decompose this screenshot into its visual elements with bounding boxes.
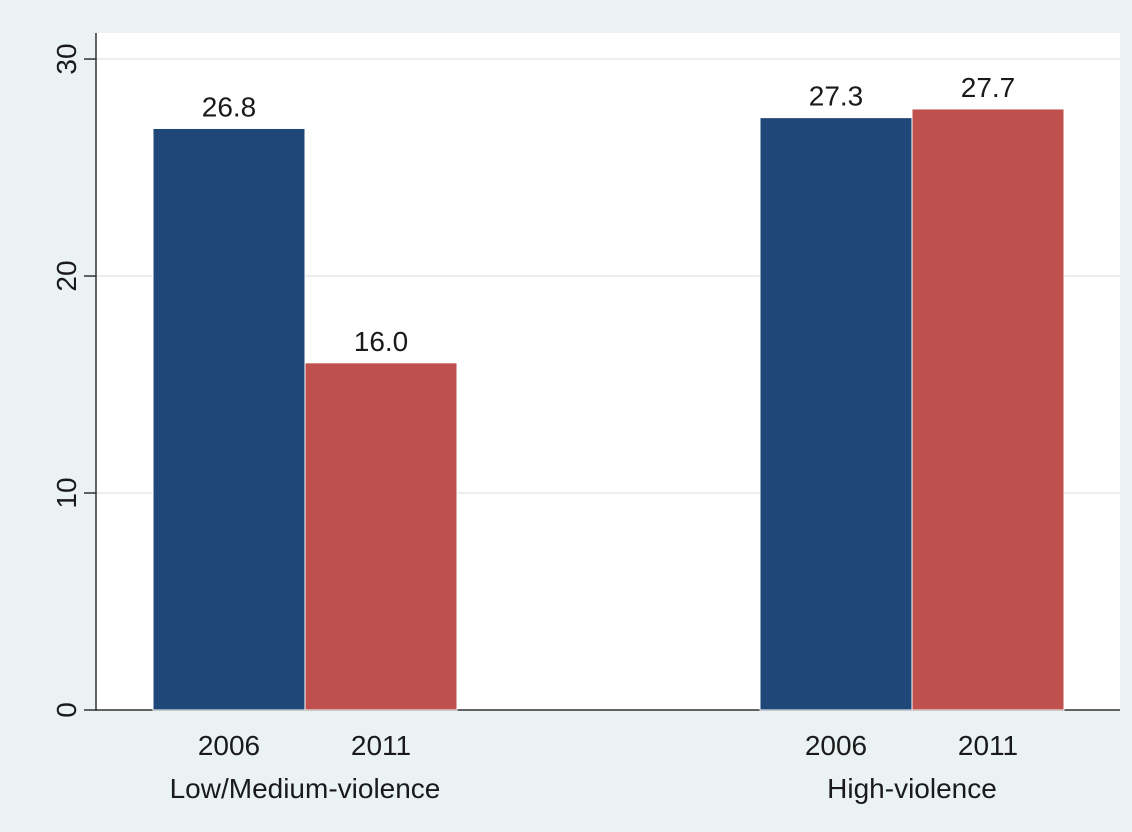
group-label: Low/Medium-violence xyxy=(170,773,441,804)
bar-value-label: 16.0 xyxy=(354,326,409,357)
bar xyxy=(304,362,458,711)
bar xyxy=(911,108,1065,711)
y-tick-label: 20 xyxy=(51,260,82,291)
x-tick-label: 2006 xyxy=(198,730,260,761)
bar xyxy=(152,127,306,711)
x-tick-label: 2011 xyxy=(351,730,411,761)
y-tick-label: 30 xyxy=(51,43,82,74)
bar-value-label: 26.8 xyxy=(202,91,257,122)
bar xyxy=(759,117,913,711)
x-tick-label: 2011 xyxy=(958,730,1018,761)
x-tick-label: 2006 xyxy=(805,730,867,761)
bar-value-label: 27.7 xyxy=(961,72,1016,103)
y-tick-label: 10 xyxy=(51,477,82,508)
y-tick-label: 0 xyxy=(51,702,82,718)
group-label: High-violence xyxy=(827,773,997,804)
bar-value-label: 27.3 xyxy=(809,81,864,112)
